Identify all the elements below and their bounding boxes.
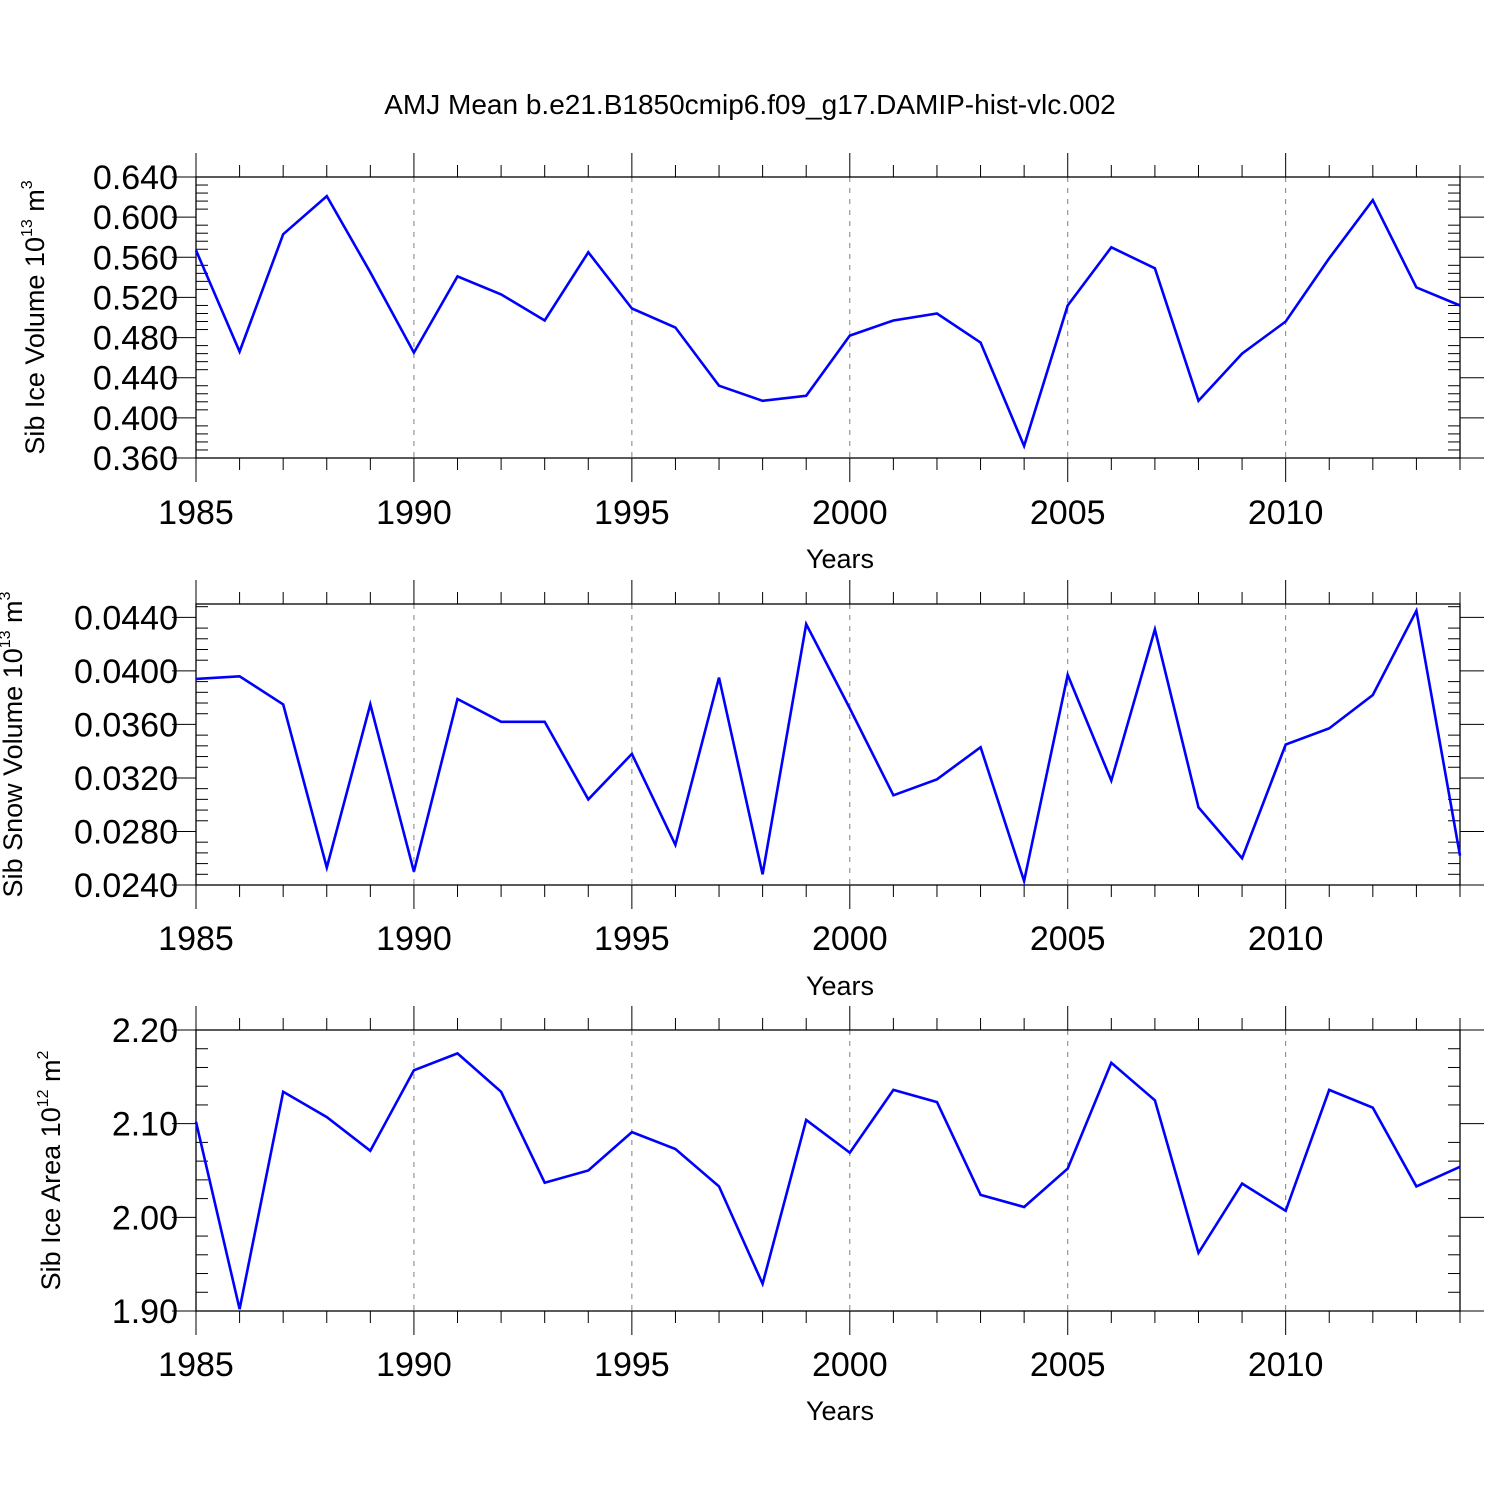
y-axis-title: Sib Ice Volume 1013 m3 bbox=[19, 180, 50, 454]
x-axis-title: Years bbox=[806, 544, 874, 574]
plot-frame bbox=[195, 176, 1461, 459]
x-tick-label: 1995 bbox=[594, 494, 670, 532]
chart-panel-2: 1985 1990 1995 2000 2005 2010 0.0240 0.0280 0.03… bbox=[0, 580, 1484, 1001]
x-tick-label: 2005 bbox=[1030, 1346, 1106, 1384]
y-tick-label: 0.0440 bbox=[74, 599, 178, 637]
x-tick-label: 1995 bbox=[594, 920, 670, 958]
y-tick-label: 0.560 bbox=[93, 239, 178, 277]
y-axis-title-text: Sib Snow Volume 10 bbox=[0, 648, 28, 897]
y-axis-title-text: m bbox=[20, 189, 50, 219]
x-tick-label: 2000 bbox=[812, 494, 888, 532]
y-axis-title: Sib Snow Volume 1013 m3 bbox=[0, 591, 28, 897]
y-tick-label: 1.90 bbox=[112, 1293, 178, 1331]
x-tick-label: 2010 bbox=[1248, 494, 1324, 532]
series-line bbox=[195, 606, 1462, 887]
y-axis-title-exponent: 13 bbox=[19, 219, 36, 237]
y-axis-title-exponent: 12 bbox=[35, 1089, 52, 1107]
y-tick-label: 0.440 bbox=[93, 360, 178, 398]
x-tick-label: 2000 bbox=[812, 920, 888, 958]
series-line bbox=[194, 1051, 1461, 1310]
x-tick-label: 1990 bbox=[376, 1346, 452, 1384]
chart-panel-3: 1985 1990 1995 2000 2005 2010 1.90 2.00 2.10 2.20… bbox=[35, 1006, 1484, 1426]
y-tick-label: 0.360 bbox=[93, 440, 178, 478]
x-tick-label: 2005 bbox=[1030, 494, 1106, 532]
y-axis-title-text: Sib Ice Area 10 bbox=[36, 1107, 66, 1290]
y-axis-title-text: m bbox=[36, 1059, 66, 1089]
plot-frame bbox=[195, 603, 1461, 886]
x-tick-label: 2010 bbox=[1248, 1346, 1324, 1384]
y-tick-label: 0.640 bbox=[93, 159, 178, 197]
y-tick-label: 0.600 bbox=[93, 199, 178, 237]
x-tick-label: 2000 bbox=[812, 1346, 888, 1384]
chart-panel-1: 1985 1990 1995 2000 2005 20100.3600.4000.4400… bbox=[19, 153, 1484, 574]
y-tick-label: 0.0280 bbox=[74, 813, 178, 851]
y-axis-title-exponent: 13 bbox=[0, 630, 14, 648]
y-tick-label: 2.20 bbox=[112, 1012, 178, 1050]
x-tick-label: 1985 bbox=[158, 494, 234, 532]
x-tick-label: 1990 bbox=[376, 494, 452, 532]
x-tick-label: 1995 bbox=[594, 1346, 670, 1384]
x-axis-title: Years bbox=[806, 1396, 874, 1426]
y-tick-label: 2.00 bbox=[112, 1199, 178, 1237]
y-tick-label: 2.10 bbox=[112, 1106, 178, 1144]
y-axis-title-exponent: 3 bbox=[19, 180, 36, 189]
y-tick-label: 0.0320 bbox=[74, 760, 178, 798]
series-line bbox=[194, 194, 1461, 450]
y-axis-title-exponent: 3 bbox=[0, 591, 14, 600]
x-axis-title: Years bbox=[806, 971, 874, 1001]
y-axis-title-exponent: 2 bbox=[35, 1050, 52, 1059]
x-tick-label: 1985 bbox=[158, 920, 234, 958]
chart-title: AMJ Mean b.e21.B1850cmip6.f09_g17.DAMIP-… bbox=[384, 89, 1116, 120]
y-tick-label: 0.480 bbox=[93, 320, 178, 358]
x-tick-label: 1990 bbox=[376, 920, 452, 958]
y-tick-label: 0.400 bbox=[93, 400, 178, 438]
x-tick-label: 2005 bbox=[1030, 920, 1106, 958]
y-axis-title: Sib Ice Area 1012 m2 bbox=[35, 1050, 66, 1290]
y-axis-title-text: m bbox=[0, 600, 28, 630]
x-tick-label: 2010 bbox=[1248, 920, 1324, 958]
y-tick-label: 0.0400 bbox=[74, 653, 178, 691]
plot-frame bbox=[195, 1029, 1461, 1312]
y-tick-label: 0.0240 bbox=[74, 867, 178, 905]
y-tick-label: 0.0360 bbox=[74, 706, 178, 744]
y-tick-label: 0.520 bbox=[93, 279, 178, 317]
x-tick-label: 1985 bbox=[158, 1346, 234, 1384]
y-axis-title-text: Sib Ice Volume 10 bbox=[20, 237, 50, 455]
